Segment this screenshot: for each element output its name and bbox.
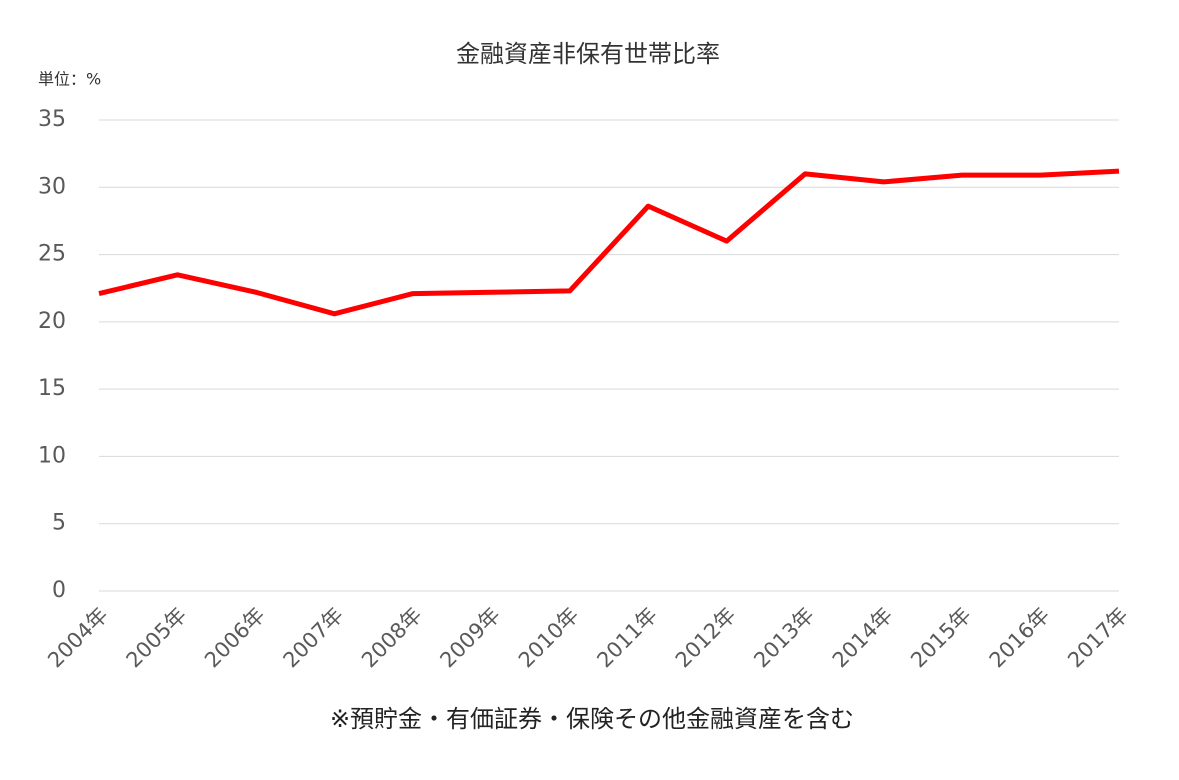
y-tick-label: 0	[52, 578, 66, 603]
x-tick-label: 2011年	[592, 603, 662, 673]
x-tick-label: 2010年	[514, 603, 584, 673]
y-tick-label: 25	[38, 242, 66, 267]
y-tick-label: 35	[38, 107, 66, 132]
x-tick-label: 2008年	[357, 603, 427, 673]
x-tick-label: 2005年	[122, 603, 192, 673]
x-tick-label: 2014年	[828, 603, 898, 673]
x-tick-label: 2017年	[1063, 603, 1133, 673]
x-tick-label: 2016年	[985, 603, 1055, 673]
y-tick-label: 30	[38, 174, 66, 199]
unit-label: 単位：%	[38, 70, 101, 89]
x-tick-label: 2013年	[749, 603, 819, 673]
y-tick-label: 10	[38, 443, 66, 468]
y-tick-label: 20	[38, 309, 66, 334]
y-tick-label: 15	[38, 376, 66, 401]
x-tick-label: 2015年	[906, 603, 976, 673]
x-tick-label: 2012年	[671, 603, 741, 673]
x-tick-label: 2009年	[435, 603, 505, 673]
y-tick-label: 5	[52, 511, 66, 536]
data-line	[98, 168, 1120, 317]
x-tick-label: 2006年	[200, 603, 270, 673]
x-tick-label: 2007年	[279, 603, 349, 673]
x-tick-label: 2004年	[43, 603, 113, 673]
chart-title: 金融資産非保有世帯比率	[456, 40, 720, 68]
footnote: ※預貯金・有価証券・保険その他金融資産を含む	[330, 705, 854, 733]
